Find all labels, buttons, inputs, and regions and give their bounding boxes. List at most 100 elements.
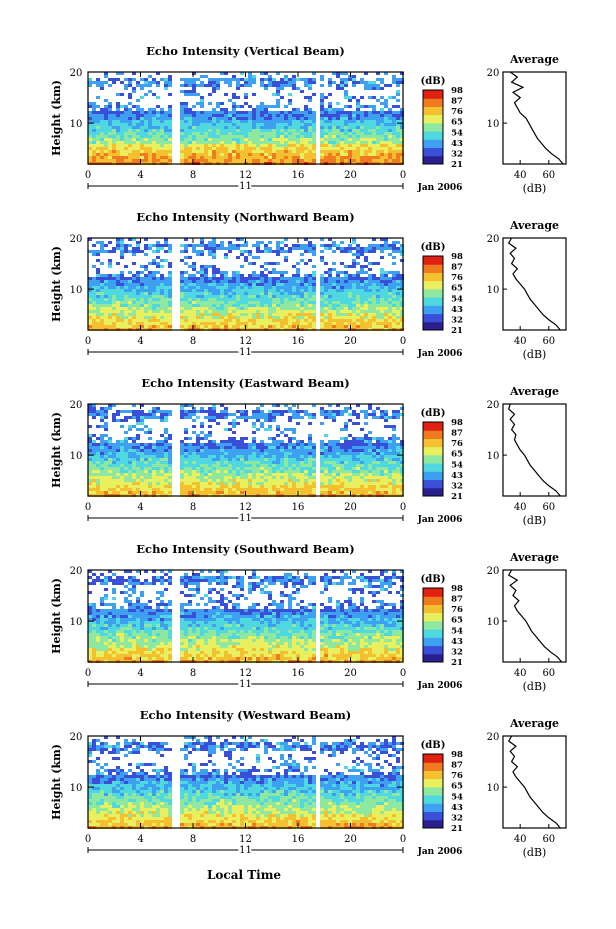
date-label: Jan 2006 (417, 681, 463, 691)
heatmap-cells (88, 238, 404, 331)
colorbar-band (423, 122, 443, 132)
date-label: Jan 2006 (417, 847, 463, 857)
colorbar-tick-label: 32 (451, 647, 463, 657)
colorbar-tick-label: 76 (451, 273, 463, 283)
colorbar-tick-label: 43 (451, 305, 463, 315)
y-axis-label: Height (km) (50, 412, 63, 488)
x-tick-label: 0 (400, 502, 406, 513)
colorbar-band (423, 596, 443, 605)
colorbar-tick-label: 43 (451, 471, 463, 481)
colorbar-tick-label: 21 (451, 824, 463, 834)
colorbar-tick-label: 76 (451, 771, 463, 781)
colorbar-band (423, 305, 443, 315)
x-tick-label: 8 (190, 834, 196, 845)
x-tick-label: 16 (292, 170, 305, 181)
colorbar-tick-label: 76 (451, 605, 463, 615)
colorbar-frame (422, 89, 444, 165)
profile-line (508, 403, 561, 497)
colorbar-band (423, 131, 443, 140)
panel-title: Echo Intensity (Northward Beam) (136, 210, 354, 224)
colorbar-band (423, 778, 443, 788)
colorbar-band (423, 272, 443, 282)
x-tick-label: 0 (85, 668, 91, 679)
heatmap-cells (88, 404, 404, 497)
day-label: 11 (239, 181, 252, 192)
colorbar-unit: (dB) (421, 76, 446, 87)
colorbar-band (423, 114, 443, 124)
x-tick-label: 4 (137, 336, 143, 347)
x-tick-label: 4 (137, 668, 143, 679)
colorbar-tick-label: 54 (451, 128, 463, 138)
x-tick-label: 8 (190, 502, 196, 513)
colorbar-tick-label: 87 (451, 761, 463, 771)
profile-title: Average (509, 219, 559, 232)
panel-title: Echo Intensity (Westward Beam) (140, 708, 351, 722)
profile-y-tick-label: 10 (487, 783, 500, 794)
profile-line (507, 237, 561, 331)
colorbar-band (423, 629, 443, 638)
date-label: Jan 2006 (417, 183, 463, 193)
profile-x-tick-label: 40 (514, 502, 527, 513)
date-label: Jan 2006 (417, 515, 463, 525)
panel-1: Echo Intensity (Northward Beam) 0 4 8 12 16 20… (50, 210, 567, 361)
colorbar-band (423, 264, 443, 273)
x-tick-label: 16 (292, 336, 305, 347)
profile-x-label: (dB) (523, 182, 547, 195)
profile-x-tick-label: 60 (542, 668, 555, 679)
day-label: 11 (239, 513, 252, 524)
profile-x-label: (dB) (523, 348, 547, 361)
colorbar-band (423, 463, 443, 472)
colorbar-band (423, 155, 443, 165)
colorbar-band (423, 313, 443, 323)
y-tick-label: 10 (70, 285, 83, 296)
colorbar-tick-label: 21 (451, 658, 463, 668)
y-tick-label: 10 (70, 783, 83, 794)
profile-x-tick-label: 60 (542, 336, 555, 347)
colorbar-tick-label: 98 (451, 418, 463, 428)
colorbar-band (423, 430, 443, 439)
profile-x-label: (dB) (523, 680, 547, 693)
y-tick-label: 20 (70, 234, 83, 245)
colorbar-unit: (dB) (421, 740, 446, 751)
colorbar-band (423, 479, 443, 489)
x-tick-label: 12 (239, 336, 252, 347)
colorbar-tick-label: 43 (451, 637, 463, 647)
x-tick-label: 0 (400, 336, 406, 347)
profile-x-tick-label: 60 (542, 502, 555, 513)
colorbar-band (423, 645, 443, 655)
profile-y-tick-label: 20 (487, 68, 500, 79)
colorbar-band (423, 795, 443, 804)
profile-x-tick-label: 40 (514, 834, 527, 845)
profile-y-tick-label: 20 (487, 732, 500, 743)
colorbar-band (423, 297, 443, 306)
y-tick-label: 20 (70, 566, 83, 577)
profile-x-tick-label: 60 (542, 834, 555, 845)
profile-x-tick-label: 40 (514, 170, 527, 181)
profile-frame (502, 237, 567, 331)
colorbar-tick-label: 98 (451, 252, 463, 262)
profile-title: Average (509, 551, 559, 564)
colorbar-tick-label: 21 (451, 326, 463, 336)
colorbar-band (423, 803, 443, 813)
colorbar-tick-label: 54 (451, 626, 463, 636)
colorbar-tick-label: 76 (451, 439, 463, 449)
colorbar-tick-label: 21 (451, 160, 463, 170)
day-label: 11 (239, 679, 252, 690)
panel-3: Echo Intensity (Southward Beam) 0 4 8 12 16 20… (50, 542, 567, 693)
heatmap-cells (88, 736, 404, 829)
y-tick-label: 10 (70, 451, 83, 462)
profile-y-tick-label: 10 (487, 617, 500, 628)
y-axis-label: Height (km) (50, 578, 63, 654)
panel-title: Echo Intensity (Southward Beam) (136, 542, 354, 556)
colorbar-band (423, 612, 443, 622)
profile-x-tick-label: 40 (514, 668, 527, 679)
x-tick-label: 0 (85, 336, 91, 347)
colorbar-tick-label: 32 (451, 149, 463, 159)
x-tick-label: 0 (400, 170, 406, 181)
y-tick-label: 20 (70, 400, 83, 411)
x-tick-label: 0 (85, 834, 91, 845)
profile-title: Average (509, 53, 559, 66)
x-tick-label: 12 (239, 668, 252, 679)
colorbar-band (423, 147, 443, 157)
x-tick-label: 12 (239, 170, 252, 181)
